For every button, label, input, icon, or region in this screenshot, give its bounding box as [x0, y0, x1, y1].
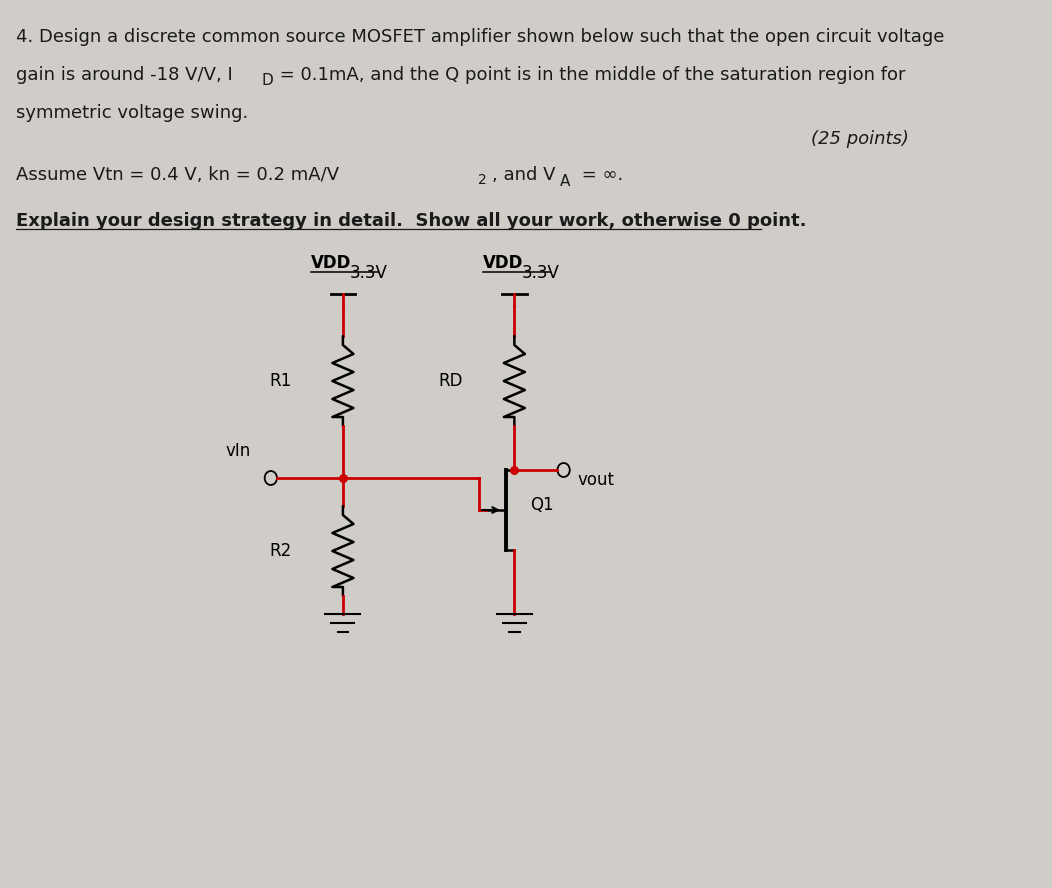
Text: RD: RD [439, 372, 463, 390]
Text: D: D [261, 73, 272, 88]
Text: R2: R2 [269, 542, 291, 560]
Text: Q1: Q1 [530, 496, 553, 514]
Text: VDD: VDD [311, 254, 351, 272]
Text: vIn: vIn [225, 442, 250, 460]
Text: = 0.1mA, and the Q point is in the middle of the saturation region for: = 0.1mA, and the Q point is in the middl… [275, 66, 906, 84]
Text: 2: 2 [479, 173, 487, 187]
Text: Explain your design strategy in detail.  Show all your work, otherwise 0 point.: Explain your design strategy in detail. … [16, 212, 806, 230]
Text: A: A [560, 174, 570, 189]
Text: vout: vout [578, 471, 614, 489]
Text: = ∞.: = ∞. [575, 166, 623, 184]
Text: VDD: VDD [483, 254, 523, 272]
Text: (25 points): (25 points) [811, 130, 909, 148]
Text: symmetric voltage swing.: symmetric voltage swing. [16, 104, 248, 122]
Text: R1: R1 [269, 372, 291, 390]
Text: Assume Vtn = 0.4 V, kn = 0.2 mA/V: Assume Vtn = 0.4 V, kn = 0.2 mA/V [16, 166, 339, 184]
Text: , and V: , and V [492, 166, 555, 184]
Text: 3.3V: 3.3V [522, 264, 560, 282]
Text: 4. Design a discrete common source MOSFET amplifier shown below such that the op: 4. Design a discrete common source MOSFE… [16, 28, 945, 46]
Text: 3.3V: 3.3V [350, 264, 388, 282]
Text: gain is around -18 V/V, I: gain is around -18 V/V, I [16, 66, 232, 84]
